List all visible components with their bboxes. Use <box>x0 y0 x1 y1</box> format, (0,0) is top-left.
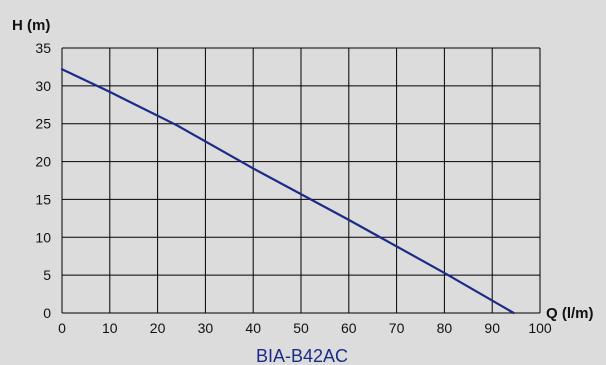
series <box>60 68 515 315</box>
x-tick-label-100: 100 <box>528 320 552 336</box>
y-tick-label-20: 20 <box>35 154 51 170</box>
y-tick-label-5: 5 <box>43 267 51 283</box>
y-tick-label-30: 30 <box>35 78 51 94</box>
x-axis-title: Q (l/m) <box>546 305 594 322</box>
y-tick-label-35: 35 <box>35 40 51 56</box>
x-tick-label-40: 40 <box>245 320 261 336</box>
tick-labels: 0 10 20 30 40 50 60 70 80 90 100 0 5 10 15 20 25 30 35 <box>35 40 551 336</box>
y-tick-label-15: 15 <box>35 191 51 207</box>
x-tick-label-80: 80 <box>437 320 453 336</box>
x-tick-label-30: 30 <box>198 320 214 336</box>
y-axis-title: H (m) <box>12 17 50 34</box>
y-tick-label-10: 10 <box>35 229 51 245</box>
x-tick-label-20: 20 <box>150 320 166 336</box>
grid <box>61 47 541 314</box>
x-tick-label-0: 0 <box>58 320 66 336</box>
chart-caption: BIA-B42AC <box>256 346 348 365</box>
x-tick-label-60: 60 <box>341 320 357 336</box>
x-tick-label-50: 50 <box>293 320 309 336</box>
series-line-0 <box>60 68 515 315</box>
y-tick-label-25: 25 <box>35 116 51 132</box>
y-tick-label-0: 0 <box>43 305 51 321</box>
x-tick-label-10: 10 <box>102 320 118 336</box>
x-tick-label-70: 70 <box>389 320 405 336</box>
x-tick-label-90: 90 <box>484 320 500 336</box>
